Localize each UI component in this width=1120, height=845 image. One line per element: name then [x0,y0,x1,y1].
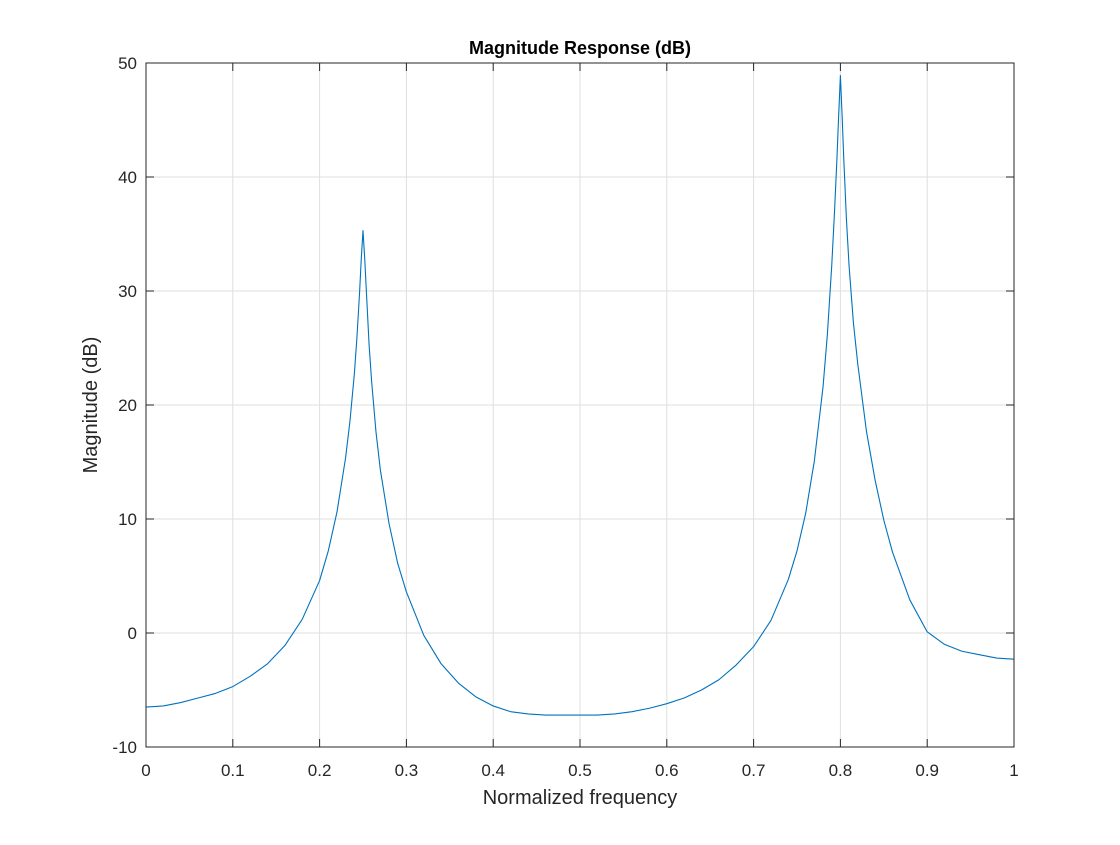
y-tick-label: 50 [118,54,137,73]
y-tick-labels: -10 0 10 20 30 40 50 [112,54,137,757]
x-tick-label: 0.5 [568,761,592,780]
series-layer [145,74,1015,716]
y-tick-label: 40 [118,168,137,187]
chart-title: Magnitude Response (dB) [469,38,691,58]
x-tick-label: 0.3 [395,761,419,780]
y-tick-label: 0 [128,624,137,643]
x-tick-label: 0.7 [742,761,766,780]
y-tick-label: 10 [118,510,137,529]
y-tick-label: 20 [118,396,137,415]
y-tick-label: -10 [112,738,137,757]
y-axis-label: Magnitude (dB) [80,337,102,474]
x-axis-label: Normalized frequency [483,787,678,809]
x-tick-label: 0.1 [221,761,245,780]
x-tick-label: 0.9 [915,761,939,780]
x-tick-label: 0 [141,761,150,780]
x-tick-label: 0.8 [829,761,853,780]
ticks [145,62,1015,748]
magnitude-response-line [145,74,1015,716]
y-tick-label: 30 [118,282,137,301]
x-tick-label: 1 [1009,761,1018,780]
x-tick-label: 0.6 [655,761,679,780]
x-tick-label: 0.2 [308,761,332,780]
x-tick-labels: 0 0.1 0.2 0.3 0.4 0.5 0.6 0.7 0.8 0.9 1 [141,761,1018,780]
x-tick-label: 0.4 [481,761,505,780]
